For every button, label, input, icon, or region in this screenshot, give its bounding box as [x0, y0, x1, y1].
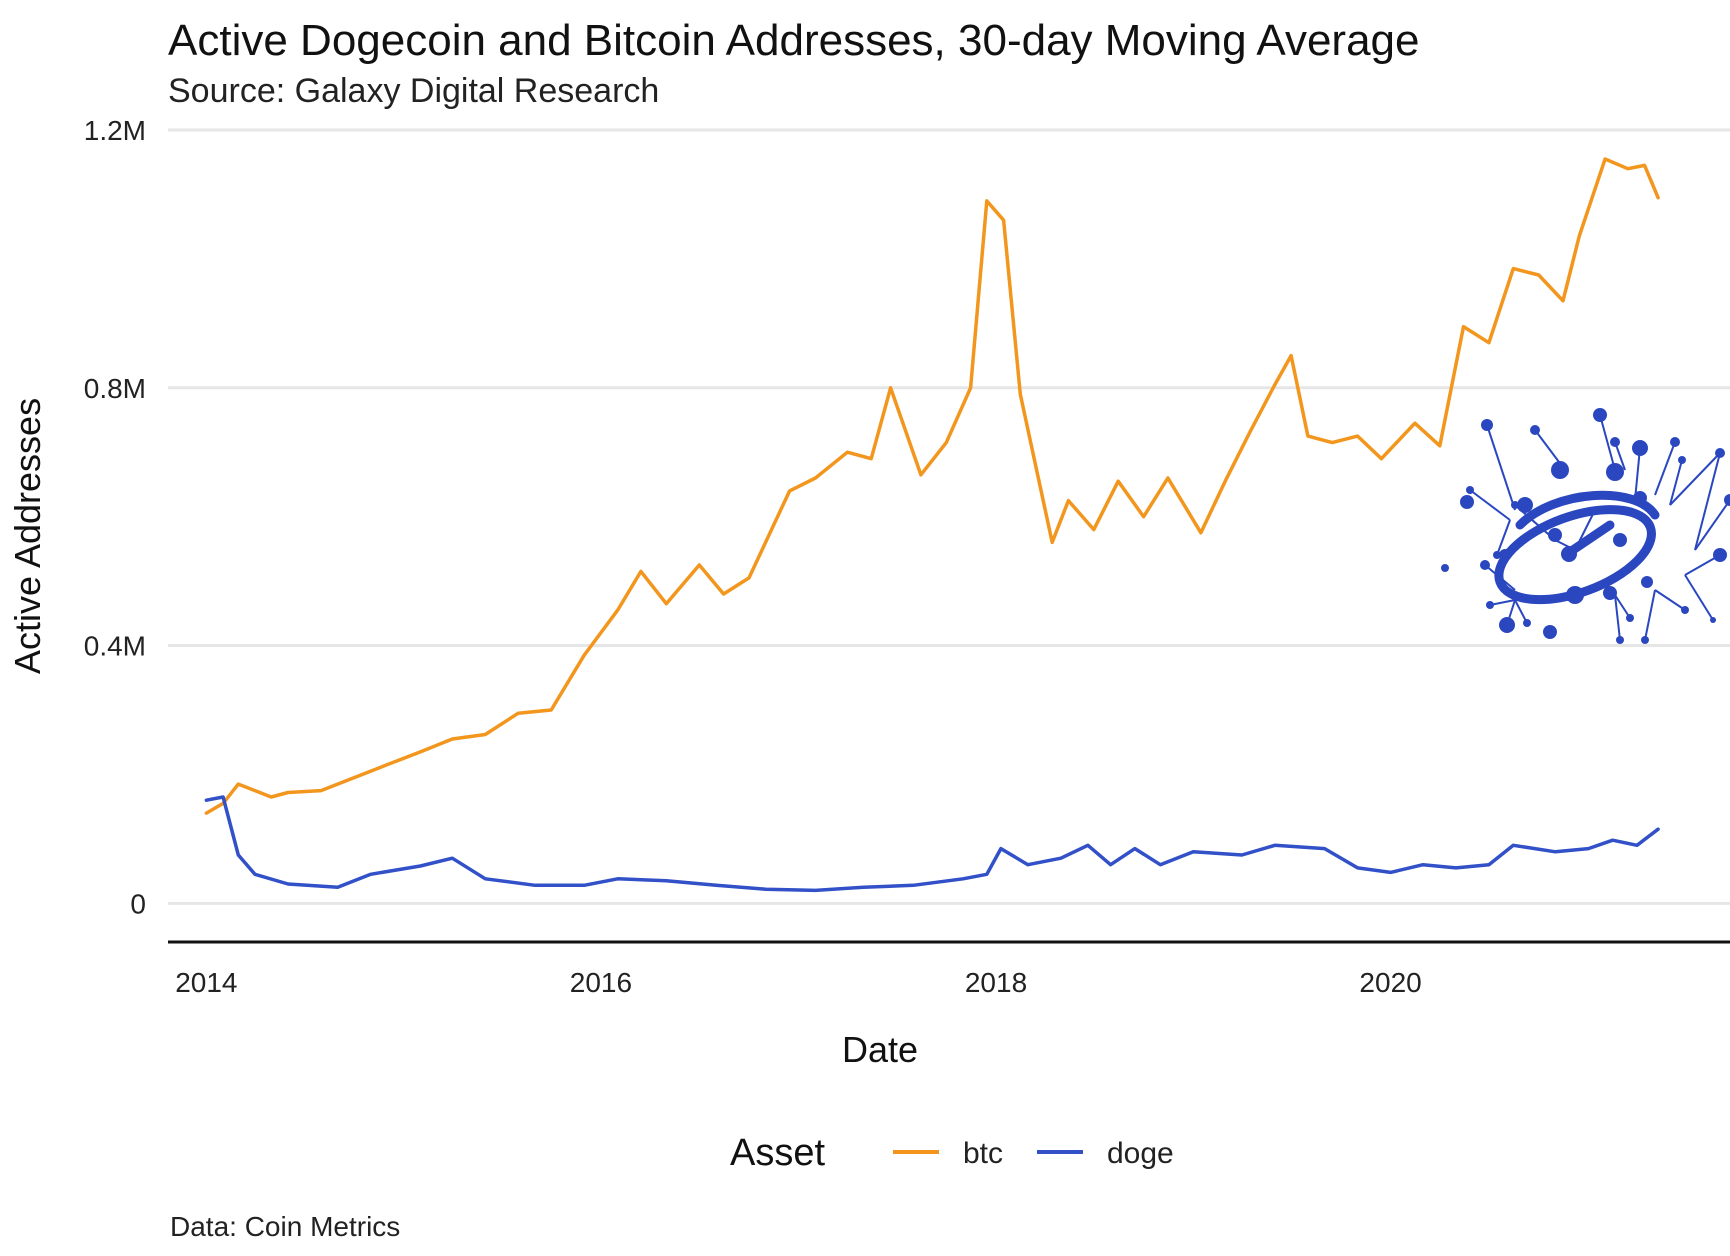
- y-axis-title: Active Addresses: [7, 398, 48, 674]
- galaxy-digital-logo: [1441, 408, 1730, 644]
- y-tick-label: 0: [130, 888, 146, 919]
- y-tick-label: 0.8M: [84, 373, 146, 404]
- x-tick-label: 2016: [570, 967, 632, 998]
- legend-label-doge: doge: [1107, 1137, 1174, 1170]
- y-tick-label: 0.4M: [84, 631, 146, 662]
- legend-title: Asset: [730, 1132, 825, 1174]
- y-tick-label: 1.2M: [84, 115, 146, 146]
- series-line-btc: [204, 157, 1660, 815]
- gridlines: [168, 128, 1730, 905]
- x-tick-label: 2014: [175, 967, 237, 998]
- chart-subtitle: Source: Galaxy Digital Research: [168, 72, 659, 110]
- x-tick-label: 2018: [965, 967, 1027, 998]
- x-axis-ticks: 2014 2016 2018 2020: [175, 967, 1421, 998]
- caption: Data: Coin Metrics: [170, 1211, 400, 1242]
- legend-label-btc: btc: [963, 1137, 1003, 1170]
- series-layer: [204, 157, 1660, 893]
- x-axis-title: Date: [842, 1029, 918, 1070]
- chart-title: Active Dogecoin and Bitcoin Addresses, 3…: [168, 16, 1420, 65]
- legend: Asset btc doge: [730, 1132, 1174, 1174]
- y-axis-ticks: 0 0.4M 0.8M 1.2M: [84, 115, 146, 919]
- x-tick-label: 2020: [1359, 967, 1421, 998]
- series-line-doge: [204, 795, 1660, 893]
